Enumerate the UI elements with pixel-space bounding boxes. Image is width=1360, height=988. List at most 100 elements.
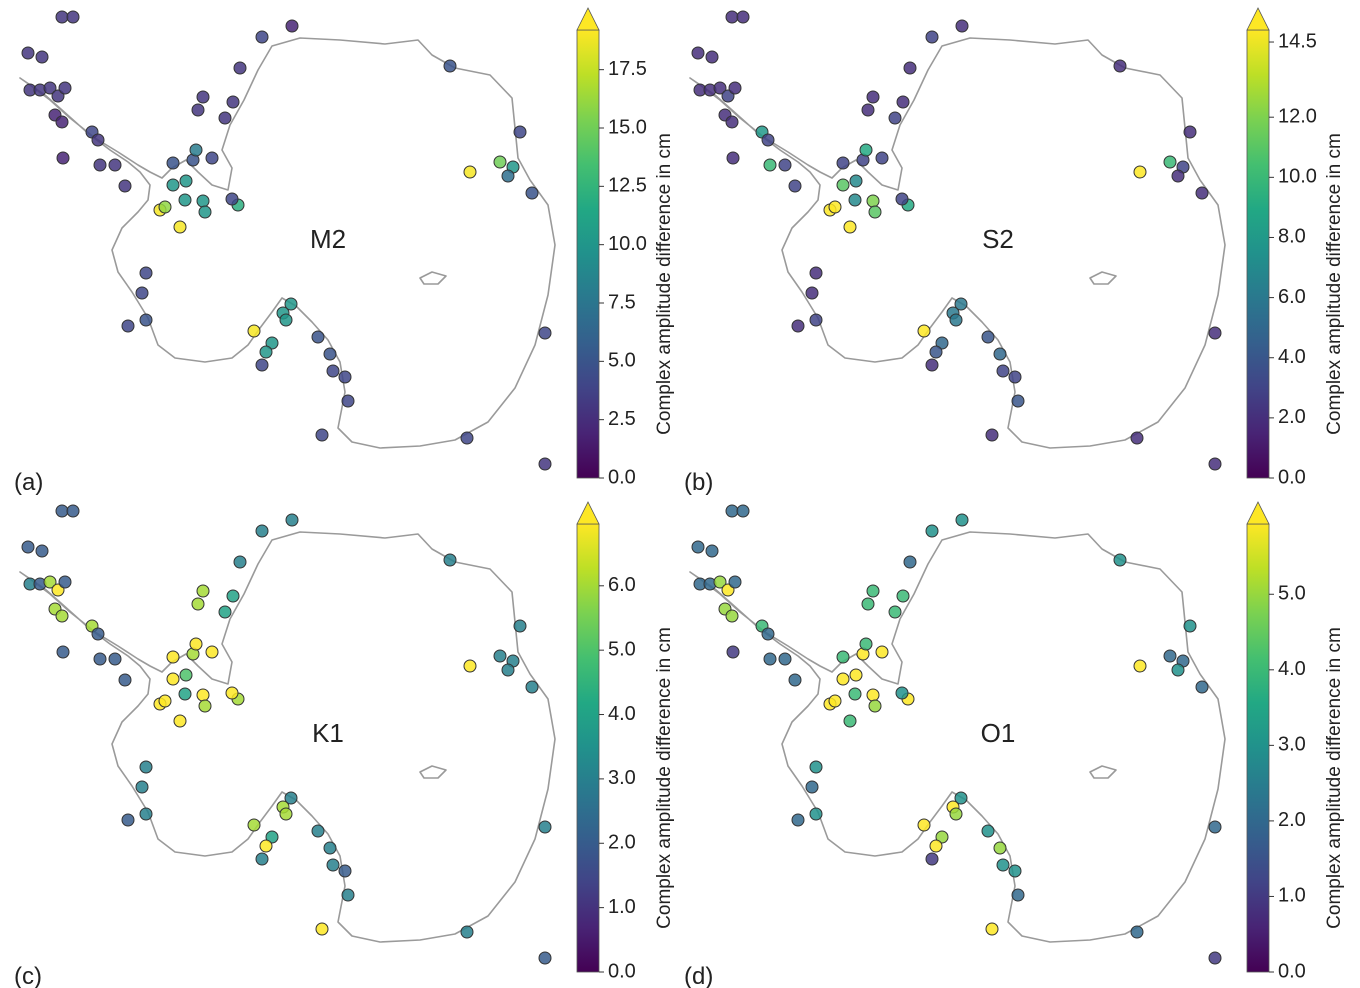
station-point [713, 81, 727, 95]
station-point [443, 59, 457, 73]
station-point [538, 820, 552, 834]
station-point [139, 760, 153, 774]
station-point [225, 686, 239, 700]
station-point [189, 143, 203, 157]
station-point [868, 699, 882, 713]
colorbar-tick-label: 5.0 [608, 350, 636, 372]
station-point [1195, 186, 1209, 200]
station-point [233, 61, 247, 75]
colorbar [1246, 29, 1270, 479]
station-point [954, 791, 968, 805]
station-point [726, 645, 740, 659]
colorbar-tick-label: 0.0 [1278, 466, 1306, 488]
station-point [284, 791, 298, 805]
station-point [311, 824, 325, 838]
station-point [859, 637, 873, 651]
station-point [725, 504, 739, 518]
station-point [66, 504, 80, 518]
colorbar-tick-label: 5.0 [1278, 583, 1306, 605]
station-point [55, 504, 69, 518]
station-point [705, 544, 719, 558]
station-point [255, 852, 269, 866]
station-point [761, 133, 775, 147]
station-point [691, 46, 705, 60]
station-point [501, 663, 515, 677]
station-point [778, 158, 792, 172]
station-point [888, 605, 902, 619]
station-point [118, 179, 132, 193]
station-point [259, 345, 273, 359]
station-point [121, 319, 135, 333]
station-point [265, 830, 279, 844]
station-point [888, 111, 902, 125]
station-point [713, 575, 727, 589]
station-point [761, 627, 775, 641]
station-point [178, 687, 192, 701]
station-point [279, 313, 293, 327]
colorbar-extension [1246, 7, 1270, 31]
colorbar-tick-label: 1.0 [608, 896, 636, 918]
station-point [836, 156, 850, 170]
colorbar-tick-label: 2.0 [1278, 809, 1306, 831]
station-point [996, 364, 1010, 378]
station-point [284, 297, 298, 311]
panel: (b) S2 0.0 2.0 4.0 6.0 8.0 10.0 12.0 14.5 Complex … [684, 7, 1345, 496]
station-point [954, 297, 968, 311]
coastline [689, 37, 1226, 449]
station-point [255, 524, 269, 538]
station-point [1008, 370, 1022, 384]
station-point [828, 694, 842, 708]
station-point [1133, 165, 1147, 179]
station-point [985, 428, 999, 442]
station-point [875, 151, 889, 165]
station-point [848, 687, 862, 701]
station-point [463, 165, 477, 179]
station-point [875, 645, 889, 659]
station-point [58, 81, 72, 95]
station-point [55, 10, 69, 24]
station-point [166, 178, 180, 192]
station-point [538, 951, 552, 965]
station-point [788, 673, 802, 687]
station-point [323, 347, 337, 361]
colorbar-tick-label: 0.0 [608, 960, 636, 982]
station-point [728, 575, 742, 589]
panel: (c) K1 0.0 1.0 2.0 3.0 4.0 5.0 6.0 Complex amplit… [14, 501, 675, 988]
station-point [91, 133, 105, 147]
station-point [166, 650, 180, 664]
station-point [21, 540, 35, 554]
station-point [691, 540, 705, 554]
colorbar-tick-label: 0.0 [608, 466, 636, 488]
station-point [35, 50, 49, 64]
colorbar-tick-label: 17.5 [608, 58, 647, 80]
station-point [866, 194, 880, 208]
station-point [925, 30, 939, 44]
station-point [955, 19, 969, 33]
coastline [19, 531, 556, 943]
station-point [828, 200, 842, 214]
station-point [341, 394, 355, 408]
station-point [158, 200, 172, 214]
station-point [93, 158, 107, 172]
station-point [1208, 951, 1222, 965]
station-point [460, 431, 474, 445]
station-point [929, 839, 943, 853]
station-point [279, 807, 293, 821]
station-point [315, 428, 329, 442]
colorbar-tick-label: 12.0 [1278, 105, 1317, 127]
panel: (d) O1 0.0 1.0 2.0 3.0 4.0 5.0 Complex amplitude… [684, 501, 1345, 988]
station-point [763, 158, 777, 172]
station-point [173, 714, 187, 728]
station-point [135, 286, 149, 300]
panel-label: (d) [684, 963, 713, 988]
station-point [135, 780, 149, 794]
station-point [726, 151, 740, 165]
colorbar-tick-label: 3.0 [1278, 734, 1306, 756]
panel-label: (c) [14, 963, 42, 988]
station-point [895, 686, 909, 700]
station-point [809, 266, 823, 280]
station-point [929, 345, 943, 359]
station-point [1183, 619, 1197, 633]
station-point [836, 178, 850, 192]
